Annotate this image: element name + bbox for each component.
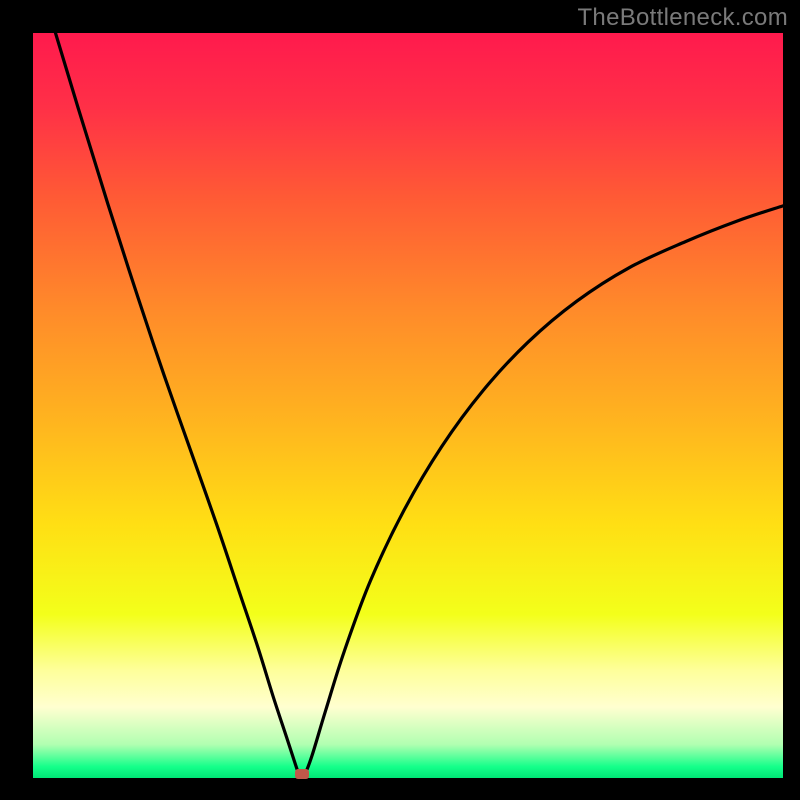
watermark-text: TheBottleneck.com <box>577 4 788 32</box>
chart-container: TheBottleneck.com <box>0 0 800 800</box>
minimum-marker <box>295 769 309 779</box>
bottleneck-curve <box>33 33 783 778</box>
plot-area <box>33 33 783 778</box>
